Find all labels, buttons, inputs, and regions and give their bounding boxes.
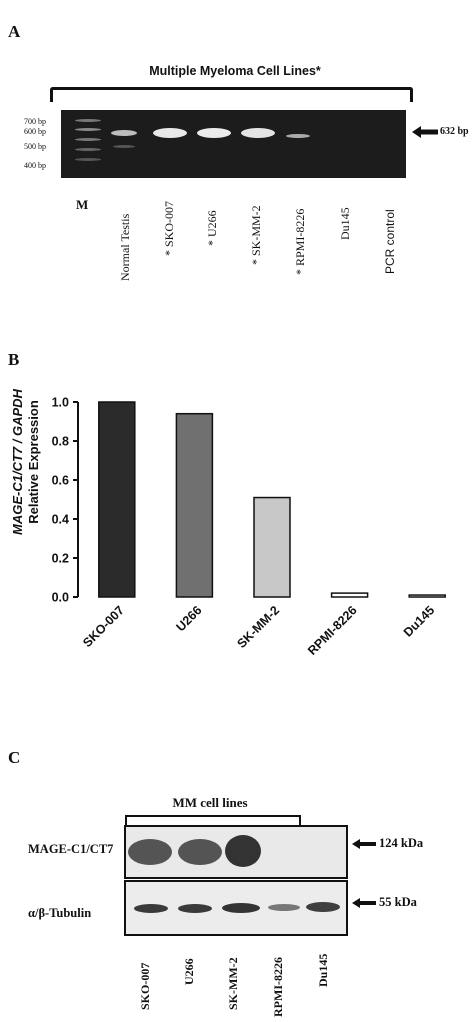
blot-lane-label-u266: U266 bbox=[182, 958, 196, 985]
arrow-left-icon bbox=[352, 839, 376, 849]
panel-c-letter: C bbox=[8, 748, 21, 767]
sample-band-normal-testis-lower bbox=[113, 145, 135, 148]
tubulin-band bbox=[134, 904, 168, 913]
x-tick-label: SK-MM-2 bbox=[234, 603, 282, 651]
lane-label-u266: * U266 bbox=[205, 210, 219, 246]
bar-rpmi-8226 bbox=[330, 592, 369, 598]
arrow-left-icon bbox=[412, 126, 438, 138]
ladder-band bbox=[75, 128, 101, 131]
tubulin-band bbox=[222, 903, 260, 913]
bar-du145 bbox=[408, 594, 446, 598]
blot-row2-size: 55 kDa bbox=[379, 895, 417, 909]
panel-a-bracket bbox=[50, 87, 413, 102]
western-blot-tubulin bbox=[124, 880, 348, 936]
y-tick-label: 0.0 bbox=[52, 591, 69, 605]
x-tick-label: Du145 bbox=[401, 603, 437, 639]
sample-band-sk-mm-2 bbox=[241, 128, 275, 138]
sample-band-rpmi-8226 bbox=[286, 134, 310, 138]
y-tick-label: 1.0 bbox=[52, 396, 69, 410]
panel-b-letter: B bbox=[8, 350, 20, 369]
bar-sk-mm-2 bbox=[253, 496, 291, 598]
marker-lane-label: M bbox=[76, 197, 89, 212]
blot-band-sk-mm-2 bbox=[225, 835, 261, 867]
sample-band-u266 bbox=[197, 128, 231, 138]
lane-label-du145: Du145 bbox=[338, 207, 352, 240]
ladder-label-700: 700 bp bbox=[24, 117, 46, 126]
ladder-band bbox=[75, 119, 101, 122]
blot-lane-label-rpmi-8226: RPMI-8226 bbox=[271, 957, 285, 1017]
panel-c-bracket-title: MM cell lines bbox=[172, 795, 248, 810]
y-tick-label: 0.2 bbox=[52, 552, 69, 566]
blot-lane-label-sko-007: SKO-007 bbox=[138, 962, 152, 1010]
sample-band-normal-testis bbox=[111, 130, 137, 136]
ladder-band bbox=[75, 148, 101, 151]
sample-band-sko-007 bbox=[153, 128, 187, 138]
tubulin-band bbox=[178, 904, 212, 913]
blot-lane-label-sk-mm-2: SK-MM-2 bbox=[226, 957, 240, 1010]
arrow-left-icon bbox=[352, 898, 376, 908]
y-tick-label: 0.8 bbox=[52, 435, 69, 449]
y-tick-label: 0.4 bbox=[52, 513, 69, 527]
ladder-label-400: 400 bp bbox=[24, 161, 46, 170]
ladder-band bbox=[75, 138, 101, 141]
band-size-label: 632 bp bbox=[440, 126, 469, 137]
x-tick-label: RPMI-8226 bbox=[305, 603, 360, 658]
western-blot-mage-c1 bbox=[124, 825, 348, 879]
lane-label-rpmi-8226: * RPMI-8226 bbox=[293, 208, 307, 275]
x-tick-label: U266 bbox=[173, 603, 204, 634]
lane-label-pcr-control: PCR control bbox=[383, 209, 397, 274]
tubulin-band bbox=[268, 904, 300, 911]
lane-label-sko-007: * SKO-007 bbox=[162, 200, 176, 256]
bar-u266 bbox=[175, 412, 214, 598]
tubulin-band bbox=[306, 902, 340, 912]
blot-band-sko-007 bbox=[128, 839, 172, 865]
ladder-label-600: 600 bp bbox=[24, 127, 46, 136]
expression-bar-chart: 0.0 0.2 0.4 0.6 0.8 1.0 SKO-007 U266 SK-MM-2 RPMI… bbox=[52, 396, 446, 658]
lane-label-normal-testis: Normal Testis bbox=[118, 213, 132, 281]
blot-band-u266 bbox=[178, 839, 222, 865]
panel-a-bracket-title: Multiple Myeloma Cell Lines* bbox=[149, 64, 321, 78]
blot-row1-label: MAGE-C1/CT7 bbox=[28, 842, 114, 856]
blot-row1-size: 124 kDa bbox=[379, 836, 424, 850]
ladder-band bbox=[75, 158, 101, 161]
bar-sko-007 bbox=[98, 401, 136, 598]
pcr-gel-image bbox=[61, 110, 406, 178]
blot-row2-label: α/β-Tubulin bbox=[28, 906, 92, 920]
y-tick-label: 0.6 bbox=[52, 474, 69, 488]
panel-a-letter: A bbox=[8, 22, 21, 41]
blot-lane-label-du145: Du145 bbox=[316, 953, 330, 987]
x-tick-label: SKO-007 bbox=[80, 603, 127, 650]
ladder-label-500: 500 bp bbox=[24, 142, 46, 151]
panel-c-bracket bbox=[125, 815, 301, 826]
lane-label-sk-mm-2: * SK-MM-2 bbox=[249, 205, 263, 265]
